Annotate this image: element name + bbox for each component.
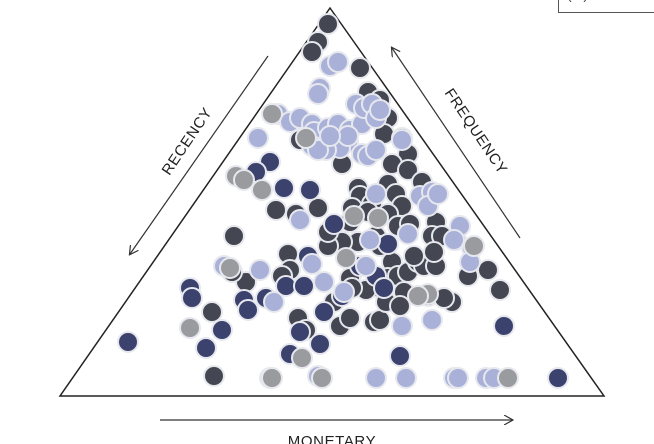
data-point-navy-3: [299, 179, 321, 201]
data-point-navy-21: [389, 345, 411, 367]
data-point-navy-4: [323, 213, 345, 235]
data-point-navy-12: [237, 299, 259, 321]
data-point-navy-20: [313, 301, 335, 323]
data-point-charcoal-59: [223, 225, 245, 247]
data-point-periwinkle-17: [369, 99, 391, 121]
frequency-axis-label: FREQUENCY: [441, 85, 511, 177]
data-point-gray-16: [219, 257, 241, 279]
data-point-charcoal-2: [301, 41, 323, 63]
data-point-navy-8: [373, 277, 395, 299]
data-point-periwinkle-44: [313, 271, 335, 293]
scatter-points: [117, 13, 569, 389]
data-point-gray-14: [233, 169, 255, 191]
data-point-periwinkle-42: [263, 291, 285, 313]
data-point-navy-15: [195, 337, 217, 359]
data-point-periwinkle-58: [319, 125, 341, 147]
data-point-navy-16: [117, 331, 139, 353]
data-point-gray-6: [463, 235, 485, 257]
data-point-charcoal-55: [489, 279, 511, 301]
data-point-periwinkle-46: [355, 255, 377, 277]
data-point-navy-5: [377, 233, 399, 255]
data-point-periwinkle-32: [427, 183, 449, 205]
data-point-periwinkle-33: [397, 223, 419, 245]
data-point-navy-2: [273, 177, 295, 199]
data-point-charcoal-68: [339, 307, 361, 329]
ternary-triangle-frame: [58, 6, 606, 397]
data-point-periwinkle-43: [301, 253, 323, 275]
data-point-charcoal-77: [389, 295, 411, 317]
data-point-periwinkle-54: [447, 367, 469, 389]
data-point-gray-8: [407, 285, 429, 307]
data-point-periwinkle-47: [391, 315, 413, 337]
data-point-gray-3: [251, 179, 273, 201]
data-point-periwinkle-1: [327, 51, 349, 73]
data-point-navy-19: [309, 333, 331, 355]
data-point-gray-10: [291, 347, 313, 369]
data-point-charcoal-11: [397, 159, 419, 181]
data-point-gray-12: [497, 367, 519, 389]
data-point-navy-26: [293, 275, 315, 297]
data-point-charcoal-65: [201, 301, 223, 323]
data-point-periwinkle-25: [365, 139, 387, 161]
data-point-navy-18: [289, 321, 311, 343]
data-point-periwinkle-52: [395, 367, 417, 389]
data-point-charcoal-46: [403, 245, 425, 267]
data-point-charcoal-71: [203, 365, 225, 387]
data-point-charcoal-58: [265, 199, 287, 221]
data-point-periwinkle-3: [307, 83, 329, 105]
data-point-charcoal-3: [349, 57, 371, 79]
data-point-periwinkle-51: [365, 367, 387, 389]
data-point-periwinkle-40: [249, 259, 271, 281]
data-point-periwinkle-34: [359, 229, 381, 251]
data-point-gray-13: [261, 367, 283, 389]
data-point-charcoal-45: [423, 241, 445, 263]
data-point-gray-0: [261, 103, 283, 125]
data-point-gray-9: [179, 317, 201, 339]
data-point-gray-4: [343, 205, 365, 227]
data-point-periwinkle-48: [421, 309, 443, 331]
data-point-gray-1: [295, 127, 317, 149]
data-point-navy-14: [211, 319, 233, 341]
data-point-charcoal-70: [369, 309, 391, 331]
data-point-navy-23: [547, 367, 569, 389]
legend-box-partial: (...): [558, 0, 654, 13]
data-point-charcoal-54: [477, 259, 499, 281]
data-point-periwinkle-36: [443, 229, 465, 251]
data-point-periwinkle-45: [333, 281, 355, 303]
recency-axis-arrow: [130, 55, 269, 254]
data-point-navy-22: [493, 315, 515, 337]
data-point-periwinkle-26: [391, 129, 413, 151]
data-point-gray-5: [367, 207, 389, 229]
data-point-periwinkle-27: [247, 127, 269, 149]
data-point-gray-15: [335, 247, 357, 269]
frequency-axis-arrow: [392, 48, 521, 239]
data-point-charcoal-0: [317, 13, 339, 35]
data-point-charcoal-56: [307, 197, 329, 219]
data-point-navy-10: [181, 287, 203, 309]
data-point-periwinkle-28: [365, 183, 387, 205]
data-point-gray-11: [311, 367, 333, 389]
data-point-periwinkle-39: [289, 209, 311, 231]
legend-text: (...): [567, 0, 588, 2]
monetary-axis-label: MONETARY: [288, 433, 376, 444]
recency-axis-label: RECENCY: [159, 105, 216, 179]
